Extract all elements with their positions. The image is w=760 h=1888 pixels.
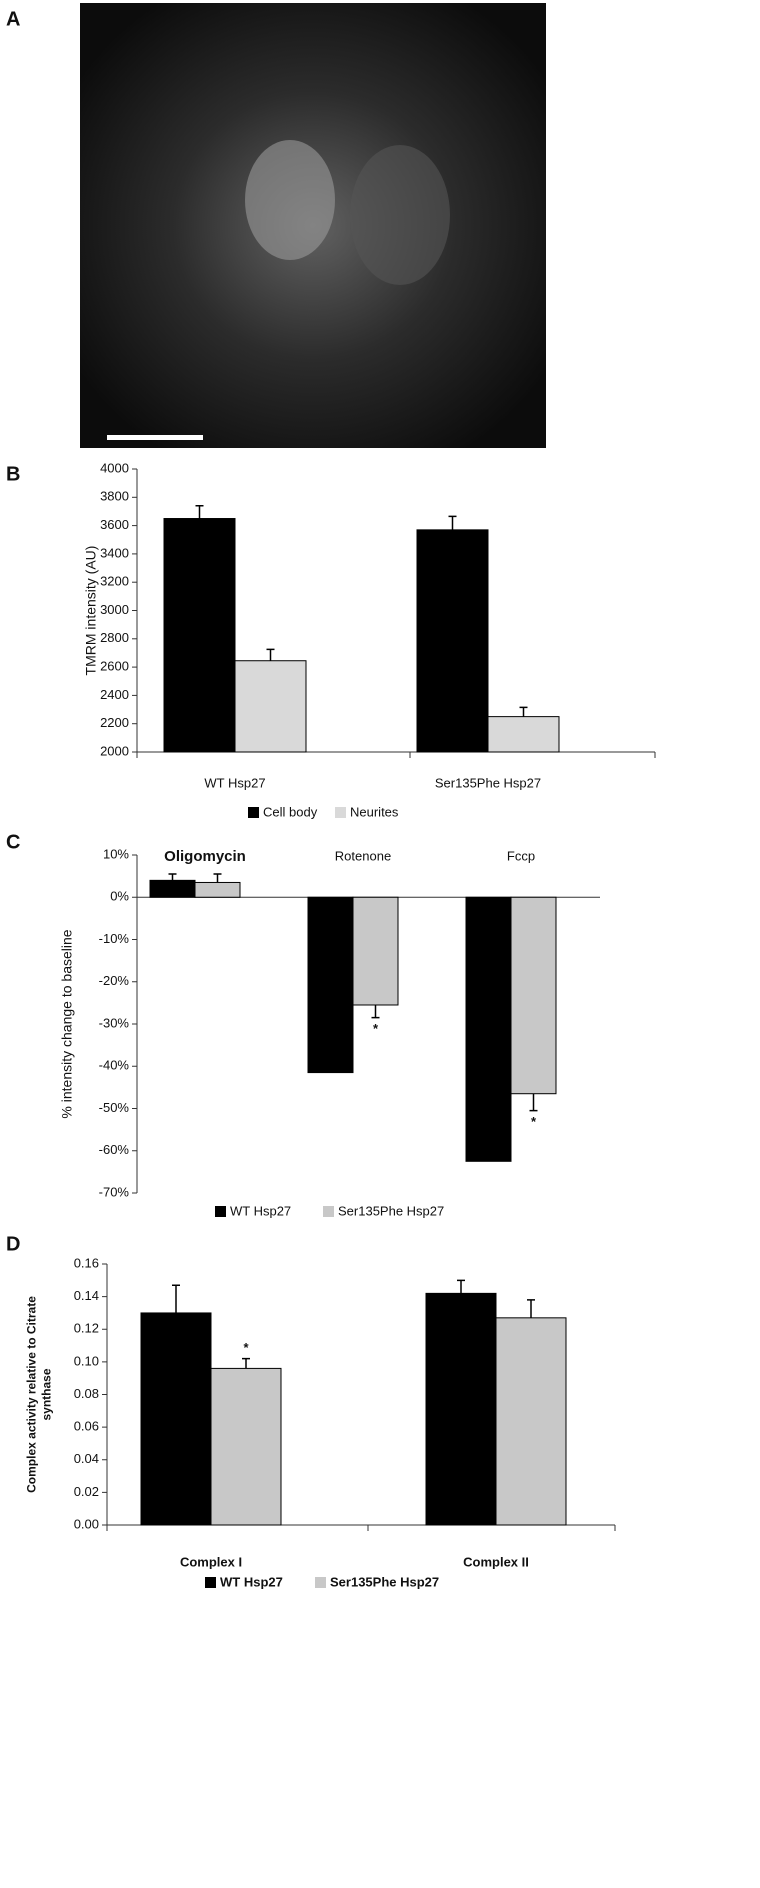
y-tick-label: 0.00	[74, 1516, 99, 1531]
error-bar	[527, 1299, 535, 1318]
bar	[352, 896, 399, 1006]
y-tick-label: 3000	[100, 602, 129, 617]
error-bar	[213, 873, 222, 883]
y-axis-title: synthase	[40, 1368, 54, 1420]
category-label: Complex II	[463, 1554, 529, 1569]
bar	[495, 1317, 567, 1526]
category-label: Oligomycin	[164, 848, 246, 865]
bar	[163, 518, 236, 753]
y-tick-label: -30%	[99, 1015, 130, 1030]
category-label: Complex I	[180, 1554, 242, 1569]
y-axis-title: TMRM intensity (AU)	[83, 546, 99, 676]
y-tick-label: 2600	[100, 659, 129, 674]
panel-label: D	[6, 1233, 20, 1255]
category-label: Rotenone	[335, 848, 391, 863]
y-tick-label: 0.06	[74, 1419, 99, 1434]
legend-label: Cell body	[263, 804, 318, 819]
error-bar	[448, 515, 457, 530]
category-label: WT Hsp27	[204, 775, 265, 790]
scale-bar	[107, 435, 203, 440]
y-tick-label: -20%	[99, 973, 130, 988]
error-bar	[242, 1357, 250, 1369]
legend-swatch	[215, 1206, 226, 1217]
bar	[210, 1367, 282, 1526]
y-tick-label: -10%	[99, 931, 130, 946]
y-tick-label: 0.08	[74, 1386, 99, 1401]
legend-label: Neurites	[350, 804, 399, 819]
legend-label: Ser135Phe Hsp27	[330, 1574, 439, 1589]
y-tick-label: 2800	[100, 630, 129, 645]
y-tick-label: 3400	[100, 545, 129, 560]
category-label: Fccp	[507, 848, 535, 863]
error-bar	[195, 505, 204, 519]
error-bar	[519, 706, 528, 717]
y-tick-label: 3800	[100, 489, 129, 504]
error-bar	[457, 1279, 465, 1294]
cell-body	[350, 145, 450, 285]
y-tick-label: 0.16	[74, 1255, 99, 1270]
y-tick-label: 0.02	[74, 1484, 99, 1499]
y-tick-label: 10%	[103, 846, 129, 861]
legend-swatch	[323, 1206, 334, 1217]
y-axis-title: Complex activity relative to Citrate	[25, 1296, 39, 1493]
bar	[140, 1312, 212, 1526]
y-tick-label: 0.04	[74, 1451, 99, 1466]
bar	[307, 896, 354, 1074]
y-tick-label: -60%	[99, 1142, 130, 1157]
error-bar	[371, 1004, 380, 1019]
y-tick-label: -40%	[99, 1058, 130, 1073]
significance-marker: *	[243, 1340, 249, 1355]
significance-marker: *	[373, 1021, 379, 1036]
y-tick-label: 2000	[100, 743, 129, 758]
y-tick-label: -50%	[99, 1100, 130, 1115]
significance-marker: *	[531, 1114, 537, 1129]
bar	[194, 881, 241, 898]
bar	[425, 1292, 497, 1526]
y-tick-label: 0.10	[74, 1353, 99, 1368]
bar	[234, 660, 307, 753]
error-bar	[266, 648, 275, 661]
panel-label: B	[6, 463, 20, 485]
cell-body	[245, 140, 335, 260]
y-tick-label: 3600	[100, 517, 129, 532]
panel-label: A	[6, 8, 20, 30]
legend-swatch	[205, 1577, 216, 1588]
bar	[149, 879, 196, 898]
legend-label: WT Hsp27	[230, 1203, 291, 1218]
error-bar	[172, 1284, 180, 1313]
legend-swatch	[335, 807, 346, 818]
legend-label: WT Hsp27	[220, 1574, 283, 1589]
y-tick-label: 3200	[100, 574, 129, 589]
bar	[416, 529, 489, 753]
bar	[465, 896, 512, 1162]
legend-swatch	[315, 1577, 326, 1588]
legend-label: Ser135Phe Hsp27	[338, 1203, 444, 1218]
y-tick-label: 2200	[100, 715, 129, 730]
panel-label: C	[6, 831, 20, 853]
y-tick-label: -70%	[99, 1184, 130, 1199]
y-tick-label: 2400	[100, 687, 129, 702]
y-axis-title: % intensity change to baseline	[59, 929, 75, 1118]
category-label: Ser135Phe Hsp27	[435, 775, 541, 790]
y-tick-label: 0.14	[74, 1288, 99, 1303]
bar	[510, 896, 557, 1095]
y-tick-label: 0%	[110, 889, 129, 904]
y-tick-label: 4000	[100, 460, 129, 475]
error-bar	[168, 873, 177, 881]
legend-swatch	[248, 807, 259, 818]
error-bar	[529, 1093, 538, 1112]
bar	[487, 716, 560, 753]
y-tick-label: 0.12	[74, 1321, 99, 1336]
